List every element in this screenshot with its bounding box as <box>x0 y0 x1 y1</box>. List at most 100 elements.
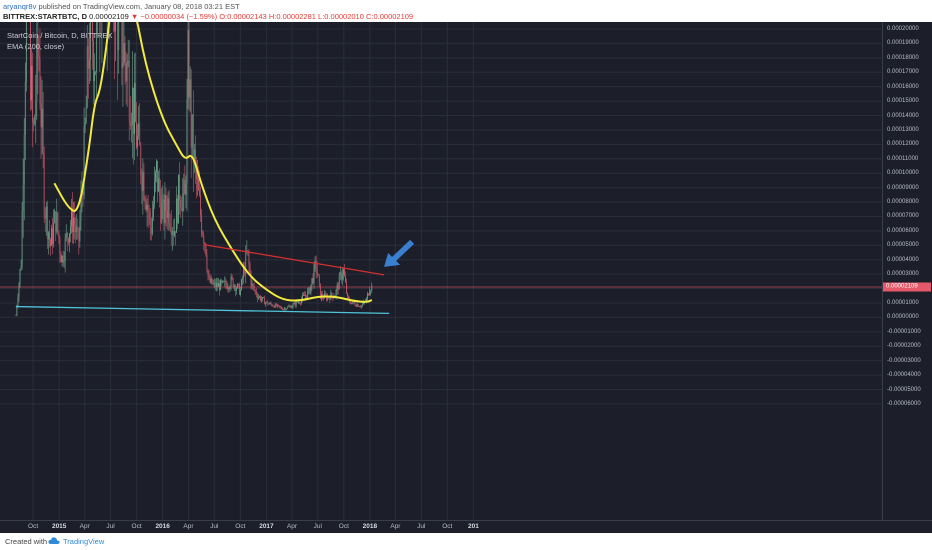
candle-body <box>312 278 314 283</box>
candle-body <box>347 293 349 297</box>
candle-body <box>308 287 310 291</box>
candle-body <box>146 204 148 210</box>
candle-body <box>243 268 245 279</box>
candle-body <box>370 290 372 292</box>
price-tick-label: 0.00004000 <box>887 256 919 263</box>
price-change: ▼ −0.00000034 (−1.59%) <box>130 12 218 21</box>
chart-header: aryanqr8v published on TradingView.com, … <box>0 0 932 22</box>
candle-body <box>292 304 294 307</box>
price-tick-label: 0.00012000 <box>887 141 919 148</box>
candle-body <box>354 302 356 306</box>
candle-body <box>225 280 227 285</box>
candle-body <box>344 269 345 276</box>
candle-body <box>144 199 146 202</box>
candle-body <box>249 263 251 273</box>
legend-indicator[interactable]: EMA (200, close) <box>7 42 65 51</box>
price-tick-label: 0.00008000 <box>887 199 919 206</box>
price-tick-label: 0.00020000 <box>887 26 919 32</box>
candle-body <box>137 135 139 148</box>
author-link[interactable]: aryanqr8v <box>3 2 37 11</box>
candle-body <box>270 302 272 305</box>
candle-body <box>338 274 340 290</box>
candle-body <box>123 43 125 64</box>
candle-body <box>207 269 209 277</box>
candle-body <box>339 272 341 275</box>
candle-body <box>203 235 205 244</box>
candle-body <box>158 178 160 192</box>
candle-body <box>71 207 72 227</box>
price-tick-label: 0.00019000 <box>887 40 919 47</box>
price-tick-label: 0.00007000 <box>887 213 919 220</box>
price-chart[interactable] <box>0 22 882 520</box>
candle-body <box>260 296 261 301</box>
tradingview-link[interactable]: TradingView <box>63 537 105 546</box>
candle-body <box>73 217 74 232</box>
candle-body <box>161 202 163 223</box>
candle-body <box>222 280 224 283</box>
candle-body <box>72 207 73 232</box>
candle-body <box>352 301 354 303</box>
candle-body <box>230 276 232 287</box>
resistance-trend-line <box>203 243 385 276</box>
candle-body <box>52 228 53 244</box>
candle-body <box>22 184 24 212</box>
candle-body <box>152 204 154 217</box>
candle-body <box>325 293 326 296</box>
candle-body <box>369 291 371 296</box>
price-tick-label: 0.00018000 <box>887 54 919 61</box>
candle-body <box>248 252 250 264</box>
candle-body <box>16 305 18 316</box>
candle-body <box>275 303 277 307</box>
price-tick-label: 0.00001000 <box>887 299 919 306</box>
price-tick-label: 0.00000000 <box>887 314 919 321</box>
candle-body <box>128 60 130 122</box>
time-tick-label: Apr <box>286 523 298 530</box>
time-scale[interactable]: Oct 2015 Apr Jul Oct 2016 Apr Jul Oct 2017 Apr Jul O… <box>0 520 932 534</box>
candle-body <box>55 211 57 232</box>
candle-body <box>323 297 324 299</box>
candle-body <box>274 303 276 308</box>
price-scale[interactable]: 0.00020000 0.00019000 0.00018000 0.00017000… <box>882 22 932 520</box>
candle-body <box>130 124 132 126</box>
candle-body <box>315 260 317 270</box>
candle-body <box>291 306 293 309</box>
candle-body <box>179 174 181 201</box>
price-tick-label: 0.00005000 <box>887 242 919 249</box>
candle-body <box>252 284 254 287</box>
candle-body <box>34 117 36 125</box>
candle-body <box>80 195 82 221</box>
candle-body <box>255 291 257 296</box>
candle-body <box>171 230 173 235</box>
candle-body <box>223 280 225 282</box>
candle-body <box>358 306 360 308</box>
candle-body <box>266 301 268 303</box>
candle-body <box>19 269 21 284</box>
candle-body <box>31 65 32 101</box>
candle-body <box>368 293 370 296</box>
candle-body <box>208 276 210 278</box>
candles <box>15 22 373 317</box>
candle-body <box>21 211 23 267</box>
candle-body <box>25 22 27 82</box>
candle-body <box>53 223 55 244</box>
time-tick-label: Apr <box>183 523 194 530</box>
candle-body <box>211 278 213 285</box>
symbol-name: BITTREX:STARTBTC, D <box>3 12 88 21</box>
candle-body <box>215 282 217 288</box>
candle-body <box>231 276 233 279</box>
candle-body <box>362 301 364 305</box>
candle-body <box>66 233 68 239</box>
candle-body <box>117 22 119 51</box>
chart-pane[interactable]: StartCoin / Bitcoin, D, BITTREX EMA (200… <box>0 22 932 534</box>
candle-body <box>284 308 286 310</box>
candle-body <box>63 260 65 263</box>
candle-body <box>121 22 123 69</box>
candle-body <box>280 306 281 308</box>
candle-body <box>261 299 262 301</box>
candle-body <box>50 239 51 246</box>
candle-body <box>76 227 78 233</box>
candle-body <box>181 207 183 211</box>
candle-body <box>290 306 292 309</box>
candle-body <box>340 272 342 280</box>
time-tick-label: 2015 <box>51 523 67 530</box>
